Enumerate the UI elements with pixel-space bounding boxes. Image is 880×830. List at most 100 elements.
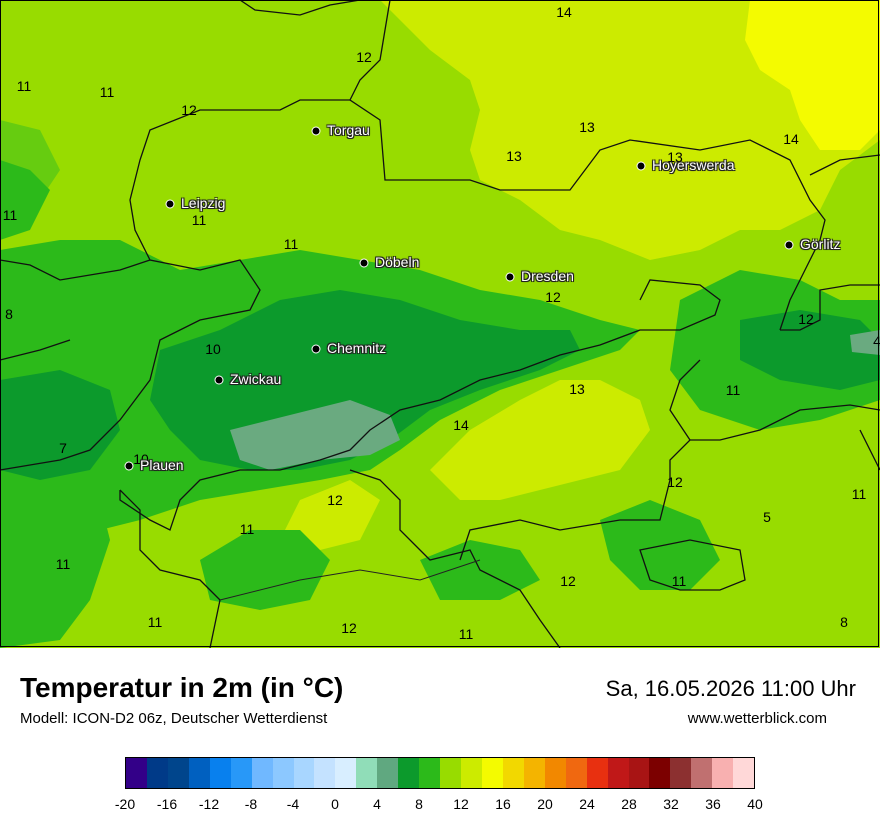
temperature-value: 11 [671,573,687,589]
field-green-dark-sw [0,480,110,648]
legend-swatch [440,758,461,788]
legend-swatch [419,758,441,788]
website-link[interactable]: www.wetterblick.com [687,710,827,727]
temperature-value: 12 [341,620,357,636]
legend-swatch [733,758,755,788]
temperature-field [0,0,880,649]
temperature-value: 7 [59,440,67,456]
temperature-value: 14 [556,4,572,20]
temperature-value: 11 [725,382,741,398]
temperature-value: 11 [191,212,207,228]
city-marker [636,161,646,171]
legend-tick: 8 [415,796,423,812]
legend-swatch [691,758,713,788]
temperature-value: 11 [458,626,474,642]
temperature-value: 11 [147,614,163,630]
legend-swatch [586,758,608,788]
temperature-value: 8 [5,306,13,322]
legend-swatch [398,758,420,788]
legend-tick: -16 [156,796,178,812]
legend-swatch [167,758,189,788]
field-green-west2 [0,160,50,240]
city-label: Torgau [327,122,370,138]
legend-swatch [523,758,545,788]
valid-datetime: Sa, 16.05.2026 11:00 Uhr [605,676,856,701]
temperature-map: 14 12 11 11 12 13 13 13 14 11 11 11 8 12 12 10 13 11 7 14 10… [0,0,880,649]
legend-swatch [377,758,399,788]
legend-tick: 16 [495,796,511,812]
temperature-value: 11 [851,486,867,502]
city-label: Leipzig [181,195,226,211]
field-yellow-green-north [380,0,880,260]
field-mint-east [850,330,880,355]
legend-swatch [251,758,273,788]
city-marker [311,344,321,354]
city-marker [359,258,369,268]
legend-swatch [293,758,315,788]
legend-swatch [356,758,378,788]
field-green-dark-west [0,370,120,480]
legend-swatch [146,758,168,788]
legend-swatch [126,758,147,788]
field-green-east1 [600,500,720,590]
temperature-value: 14 [783,131,799,147]
city-marker [505,272,515,282]
legend-tick: 40 [747,796,763,812]
city-label: Hoyerswerda [652,157,735,173]
city-marker [311,126,321,136]
legend-swatch [230,758,252,788]
legend-swatch [502,758,524,788]
field-yellow-green-south2 [280,480,380,550]
legend-tick: -20 [114,796,136,812]
temperature-value: 11 [2,207,18,223]
field-green-south1 [200,530,330,610]
temperature-value: 12 [356,49,372,65]
city-marker [214,375,224,385]
temperature-value: 12 [560,573,576,589]
temperature-value: 13 [569,381,585,397]
legend-swatch [607,758,629,788]
city-label: Plauen [140,457,184,473]
temperature-value: 8 [840,614,848,630]
river [219,559,481,601]
temperature-value: 12 [327,492,343,508]
model-source: Modell: ICON-D2 06z, Deutscher Wetterdie… [20,710,328,727]
temperature-value: 13 [579,119,595,135]
temperature-value: 12 [545,289,561,305]
legend-tick: 24 [579,796,595,812]
temperature-value: 14 [453,417,469,433]
city-label: Chemnitz [327,340,387,356]
temperature-value: 13 [667,149,683,165]
field-green-dark-east [740,310,880,390]
field-mint-ridge [230,400,400,470]
temperature-value: 4 [873,333,880,349]
temperature-value: 12 [667,474,683,490]
legend-tick: -8 [244,796,258,812]
temperature-value: 11 [99,84,115,100]
legend-swatch [565,758,587,788]
legend-swatch [481,758,503,788]
field-yellow-green-south [430,380,650,500]
city-label: Görlitz [800,236,841,252]
city-label: Zwickau [230,371,282,387]
city-label: Döbeln [375,254,420,270]
map-title: Temperatur in 2m (in °C) [20,672,344,703]
legend-swatch [649,758,671,788]
city-label: Dresden [521,268,574,284]
legend-tick: 20 [537,796,553,812]
city-marker [165,199,175,209]
temperature-value: 11 [283,236,299,252]
legend-swatch [670,758,692,788]
legend-tick: 0 [331,796,339,812]
temperature-value: 12 [181,102,197,118]
legend-swatch [461,758,482,788]
temperature-value: 10 [205,341,221,357]
temperature-value: 11 [239,521,255,537]
legend-swatch [314,758,336,788]
temperature-value: 12 [798,311,814,327]
city-marker [124,461,134,471]
city-marker [784,240,794,250]
temperature-value: 11 [55,556,71,572]
legend-tick: -12 [198,796,220,812]
borders [0,0,880,649]
